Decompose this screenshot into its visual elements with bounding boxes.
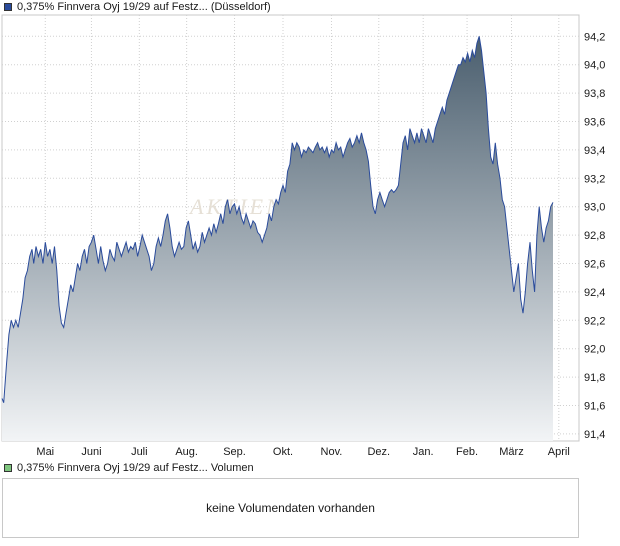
- x-tick-label: Juni: [81, 446, 101, 458]
- volume-panel: keine Volumendaten vorhanden: [2, 478, 579, 538]
- x-tick-label: April: [548, 446, 570, 458]
- y-tick-label: 94,2: [584, 31, 605, 43]
- price-chart: AKTIEN 91,491,691,892,092,292,492,692,89…: [1, 14, 605, 458]
- y-tick-label: 92,0: [584, 344, 605, 356]
- x-tick-label: Jan.: [413, 446, 434, 458]
- x-tick-label: Okt.: [273, 446, 293, 458]
- y-tick-label: 91,6: [584, 401, 605, 413]
- x-tick-label: Feb.: [456, 446, 478, 458]
- price-series-line: [1, 36, 554, 403]
- y-tick-label: 93,2: [584, 173, 605, 185]
- price-legend: 0,375% Finnvera Oyj 19/29 auf Festz... (…: [4, 0, 271, 14]
- y-tick-label: 93,8: [584, 88, 605, 100]
- x-tick-label: Sep.: [223, 446, 246, 458]
- volume-legend: 0,375% Finnvera Oyj 19/29 auf Festz... V…: [4, 461, 254, 475]
- x-tick-label: März: [499, 446, 523, 458]
- x-tick-label: Aug.: [175, 446, 198, 458]
- price-legend-label: 0,375% Finnvera Oyj 19/29 auf Festz... (…: [17, 1, 271, 13]
- no-volume-message: keine Volumendaten vorhanden: [206, 501, 375, 515]
- x-axis-ticks: Mai Juni Juli Aug. Sep. Okt. Nov. Dez. Jan. Feb. M…: [36, 446, 569, 458]
- volume-legend-label: 0,375% Finnvera Oyj 19/29 auf Festz... V…: [17, 462, 254, 474]
- x-tick-label: Dez.: [367, 446, 390, 458]
- price-area-fill: [2, 36, 553, 442]
- y-tick-label: 93,6: [584, 117, 605, 129]
- y-tick-label: 92,6: [584, 259, 605, 271]
- price-legend-swatch: [4, 3, 12, 11]
- volume-legend-swatch: [4, 464, 12, 472]
- y-tick-label: 92,4: [584, 287, 605, 299]
- x-tick-label: Juli: [131, 446, 148, 458]
- y-tick-label: 91,4: [584, 429, 605, 441]
- y-tick-label: 93,4: [584, 145, 605, 157]
- x-tick-label: Nov.: [321, 446, 343, 458]
- y-tick-label: 93,0: [584, 202, 605, 214]
- y-axis-ticks: 91,4 91,6 91,8 92,0 92,2 92,4 92,6 92,8 93,0 93,2…: [584, 31, 605, 441]
- y-tick-label: 94,0: [584, 60, 605, 72]
- y-tick-label: 92,8: [584, 230, 605, 242]
- y-tick-label: 92,2: [584, 315, 605, 327]
- y-tick-label: 91,8: [584, 372, 605, 384]
- x-tick-label: Mai: [36, 446, 54, 458]
